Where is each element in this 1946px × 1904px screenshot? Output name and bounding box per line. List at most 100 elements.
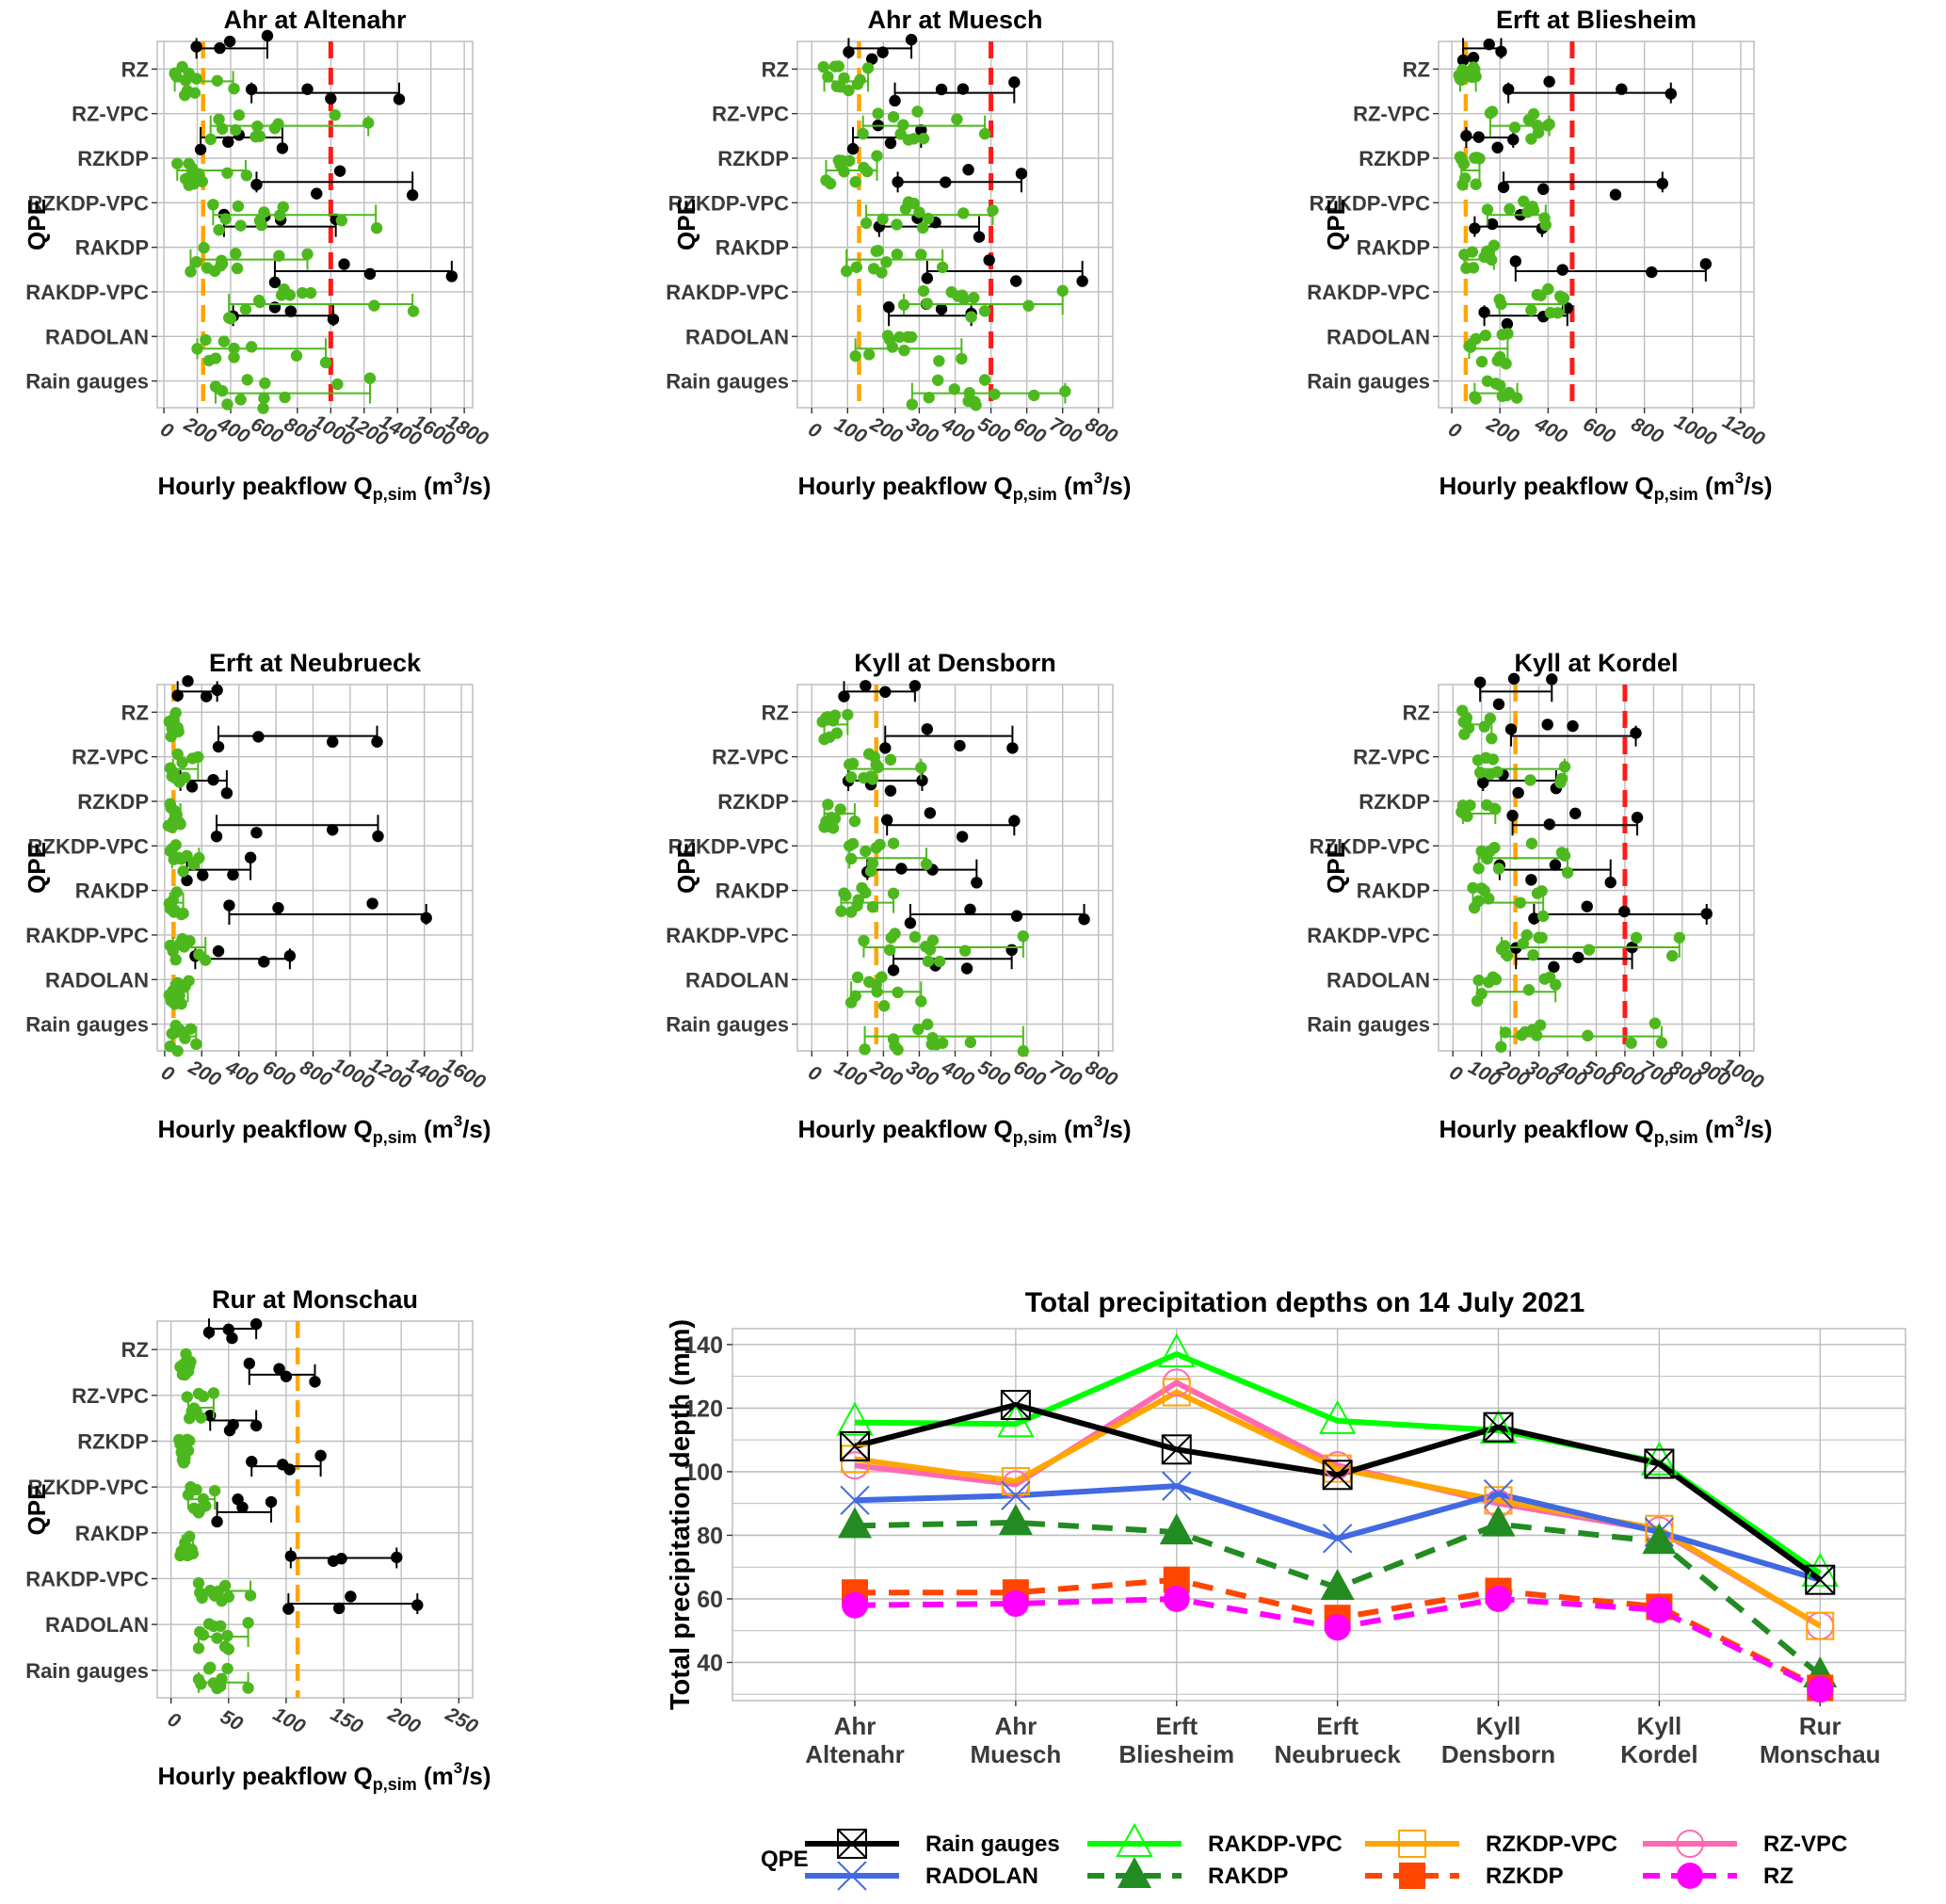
green-data-point xyxy=(1475,355,1488,368)
green-data-point xyxy=(183,179,195,191)
black-data-point xyxy=(892,176,904,188)
series-marker-rakdp-vpc xyxy=(1640,1441,1679,1476)
x-tick-label: 600 xyxy=(259,1057,298,1091)
plot-area xyxy=(156,684,474,1052)
category-label: RZ-VPC xyxy=(1353,746,1430,769)
x-axis-title-main: Hourly peakflow Q xyxy=(157,1115,372,1143)
green-data-point xyxy=(838,166,850,178)
green-data-point xyxy=(978,374,991,386)
green-data-point xyxy=(905,331,918,344)
green-data-point xyxy=(1527,204,1540,217)
x-tick-label: 100 xyxy=(830,1057,870,1091)
green-data-point xyxy=(859,1043,871,1056)
green-data-point xyxy=(923,392,935,404)
green-data-point xyxy=(242,1682,254,1694)
green-data-point xyxy=(849,349,861,363)
black-data-point xyxy=(335,1553,347,1565)
series-marker-rz xyxy=(1163,1585,1190,1612)
legend-item: RADOLAN xyxy=(805,1861,1038,1891)
green-data-point xyxy=(255,218,267,232)
x-axis-title-unit-end: /s) xyxy=(1744,472,1772,500)
black-data-point xyxy=(338,258,350,270)
green-data-point xyxy=(832,60,844,73)
black-data-point xyxy=(223,35,236,48)
green-data-point xyxy=(186,1547,200,1560)
green-data-point xyxy=(1673,931,1686,944)
black-data-point xyxy=(1502,83,1515,95)
x-axis-title-subscript: p,sim xyxy=(1013,485,1057,504)
series-marker-rakdp-vpc xyxy=(836,1401,874,1436)
y-tick-label: 40 xyxy=(697,1650,723,1676)
series-marker-rz xyxy=(1002,1590,1029,1618)
y-axis-title: QPE xyxy=(23,842,51,894)
black-data-point xyxy=(171,689,184,702)
category-label: RZ xyxy=(1403,701,1430,724)
green-data-point xyxy=(362,117,375,129)
green-data-point xyxy=(1524,774,1536,786)
green-data-point xyxy=(1543,118,1555,131)
black-data-point xyxy=(1665,88,1677,100)
black-data-point xyxy=(1006,742,1019,754)
x-category-label-station: Monschau xyxy=(1760,1740,1881,1768)
series-marker-rakdp-vpc xyxy=(1318,1399,1357,1434)
black-data-point xyxy=(185,781,199,793)
x-tick-label: 400 xyxy=(1531,412,1571,447)
green-data-point xyxy=(1467,262,1480,274)
green-data-point xyxy=(283,289,297,301)
category-label: Rain gauges xyxy=(25,370,149,394)
category-label: RZ-VPC xyxy=(712,746,789,769)
category-label: RZKDP-VPC xyxy=(668,191,789,215)
series-marker-radolan xyxy=(1483,1478,1514,1509)
green-data-point xyxy=(241,374,253,386)
green-data-point xyxy=(179,74,192,87)
category-label: RAKDP xyxy=(75,879,149,903)
black-data-point xyxy=(1543,818,1556,831)
green-data-point xyxy=(922,212,935,225)
black-data-point xyxy=(1541,718,1553,731)
black-data-point xyxy=(211,684,223,697)
black-data-point xyxy=(252,731,265,743)
green-data-point xyxy=(197,1629,210,1641)
x-axis-title-main: Hourly peakflow Q xyxy=(157,472,372,500)
green-data-point xyxy=(897,299,910,311)
green-data-point xyxy=(1550,978,1562,991)
x-axis-title-subscript: p,sim xyxy=(373,1775,417,1794)
black-data-point xyxy=(283,1463,296,1476)
green-data-point xyxy=(279,391,291,404)
series-marker-radolan xyxy=(840,1485,870,1516)
x-axis-title-superscript: 3 xyxy=(454,1759,462,1777)
black-data-point xyxy=(860,680,872,692)
x-category-label-river: Rur xyxy=(1799,1712,1841,1740)
green-data-point xyxy=(1504,202,1516,216)
black-data-point xyxy=(1477,776,1489,789)
green-data-point xyxy=(922,955,935,968)
green-data-point xyxy=(170,886,183,898)
category-label: RZ xyxy=(762,701,789,724)
x-axis-title-unit-end: /s) xyxy=(1102,472,1131,500)
panel-kyll-at-densborn: Kyll at Densborn 0 10020030040050060070080… xyxy=(666,649,1131,1147)
x-tick-label: 1000 xyxy=(1671,411,1720,450)
x-axis-title-superscript: 3 xyxy=(1735,469,1744,487)
green-data-point xyxy=(331,378,344,391)
black-data-point xyxy=(265,1495,278,1509)
series-marker-rain-gauges xyxy=(1644,1448,1675,1479)
category-label: Rain gauges xyxy=(1307,1013,1430,1037)
black-data-point xyxy=(1569,807,1582,820)
legend-label: RZ-VPC xyxy=(1763,1831,1847,1857)
black-data-point xyxy=(222,1323,235,1336)
legend-item: Rain gauges xyxy=(805,1829,1060,1859)
black-data-point xyxy=(962,164,974,176)
series-marker-rakdp-vpc xyxy=(997,1403,1035,1438)
green-data-point xyxy=(1470,71,1482,83)
x-tick-label: 400 xyxy=(221,1056,262,1090)
legend-label: RADOLAN xyxy=(925,1864,1038,1889)
y-tick-label: 140 xyxy=(684,1332,723,1359)
black-data-point xyxy=(889,94,901,107)
green-data-point xyxy=(828,813,842,825)
black-data-point xyxy=(940,176,952,188)
black-data-point xyxy=(249,1419,263,1432)
black-data-point xyxy=(284,305,297,317)
y-tick-label: 60 xyxy=(697,1587,723,1613)
x-tick-label: 0 xyxy=(157,418,177,443)
green-data-point xyxy=(186,162,199,175)
